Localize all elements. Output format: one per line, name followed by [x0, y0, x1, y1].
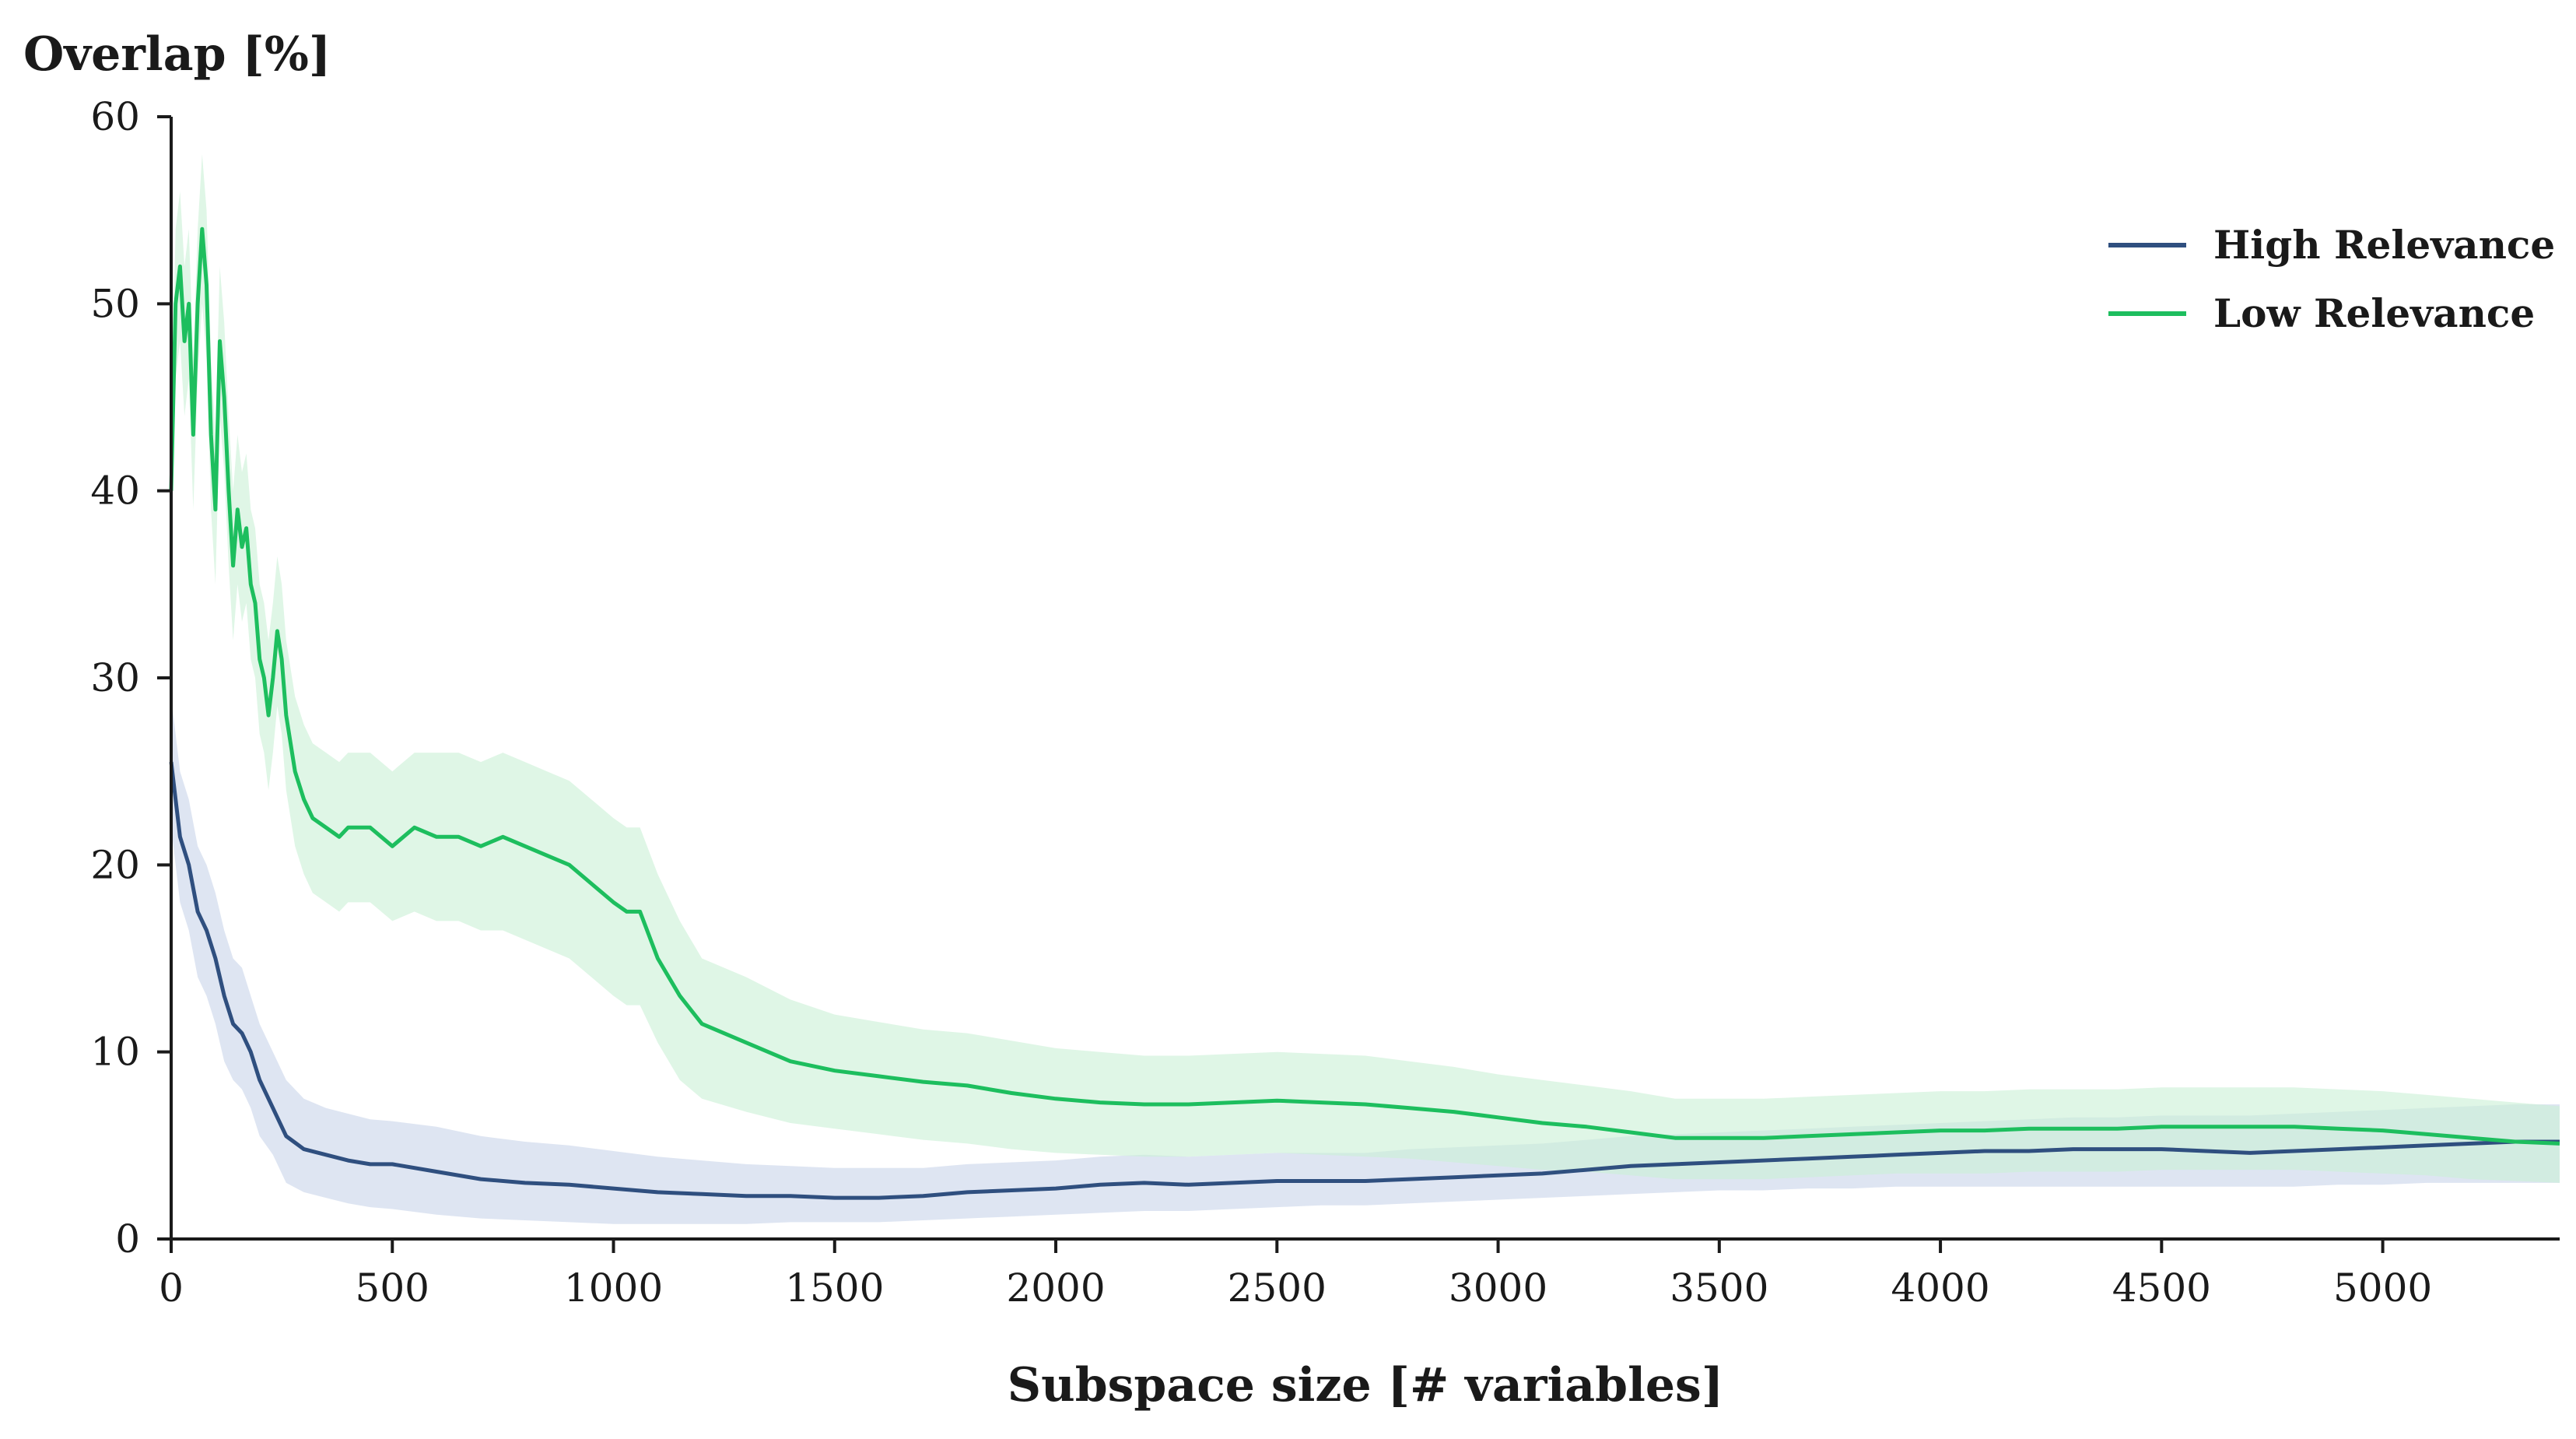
x-tick-label: 1500 — [785, 1265, 884, 1311]
x-axis-title: Subspace size [# variables] — [1008, 1358, 1723, 1413]
axes — [157, 115, 2560, 1253]
y-tick-label: 20 — [90, 842, 140, 887]
y-tick-label: 50 — [90, 281, 140, 326]
y-axis-title: Overlap [%] — [23, 27, 331, 82]
x-tick-label: 5000 — [2333, 1265, 2432, 1311]
high-relevance-line — [169, 761, 2560, 1200]
legend-label-low-relevance: Low Relevance — [2213, 290, 2535, 336]
tick-labels: 0 500 1000 1500 2000 2500 3000 3500 4000 4500 5000… — [90, 94, 2432, 1311]
legend-label-high-relevance: High Relevance — [2213, 222, 2555, 268]
x-tick-label: 2500 — [1228, 1265, 1327, 1311]
low-relevance-line — [169, 226, 2560, 1146]
y-tick-label: 40 — [90, 469, 140, 514]
x-tick-label: 4500 — [2112, 1265, 2211, 1311]
x-tick-label: 500 — [356, 1265, 429, 1311]
x-tick-label: 0 — [159, 1265, 184, 1311]
x-tick-label: 3000 — [1449, 1265, 1547, 1311]
series-lines — [169, 226, 2560, 1200]
y-tick-label: 10 — [90, 1030, 140, 1075]
y-tick-label: 60 — [90, 94, 140, 139]
x-tick-label: 4000 — [1891, 1265, 1989, 1311]
y-tick-label: 30 — [90, 655, 140, 700]
confidence-bands — [171, 154, 2560, 1224]
x-tick-label: 2000 — [1006, 1265, 1105, 1311]
y-tick-label: 0 — [115, 1216, 140, 1262]
legend: High Relevance Low Relevance — [2108, 222, 2555, 336]
high-relevance-band — [171, 697, 2560, 1224]
x-tick-label: 3500 — [1670, 1265, 1768, 1311]
x-tick-label: 1000 — [564, 1265, 663, 1311]
low-relevance-band — [171, 154, 2560, 1183]
